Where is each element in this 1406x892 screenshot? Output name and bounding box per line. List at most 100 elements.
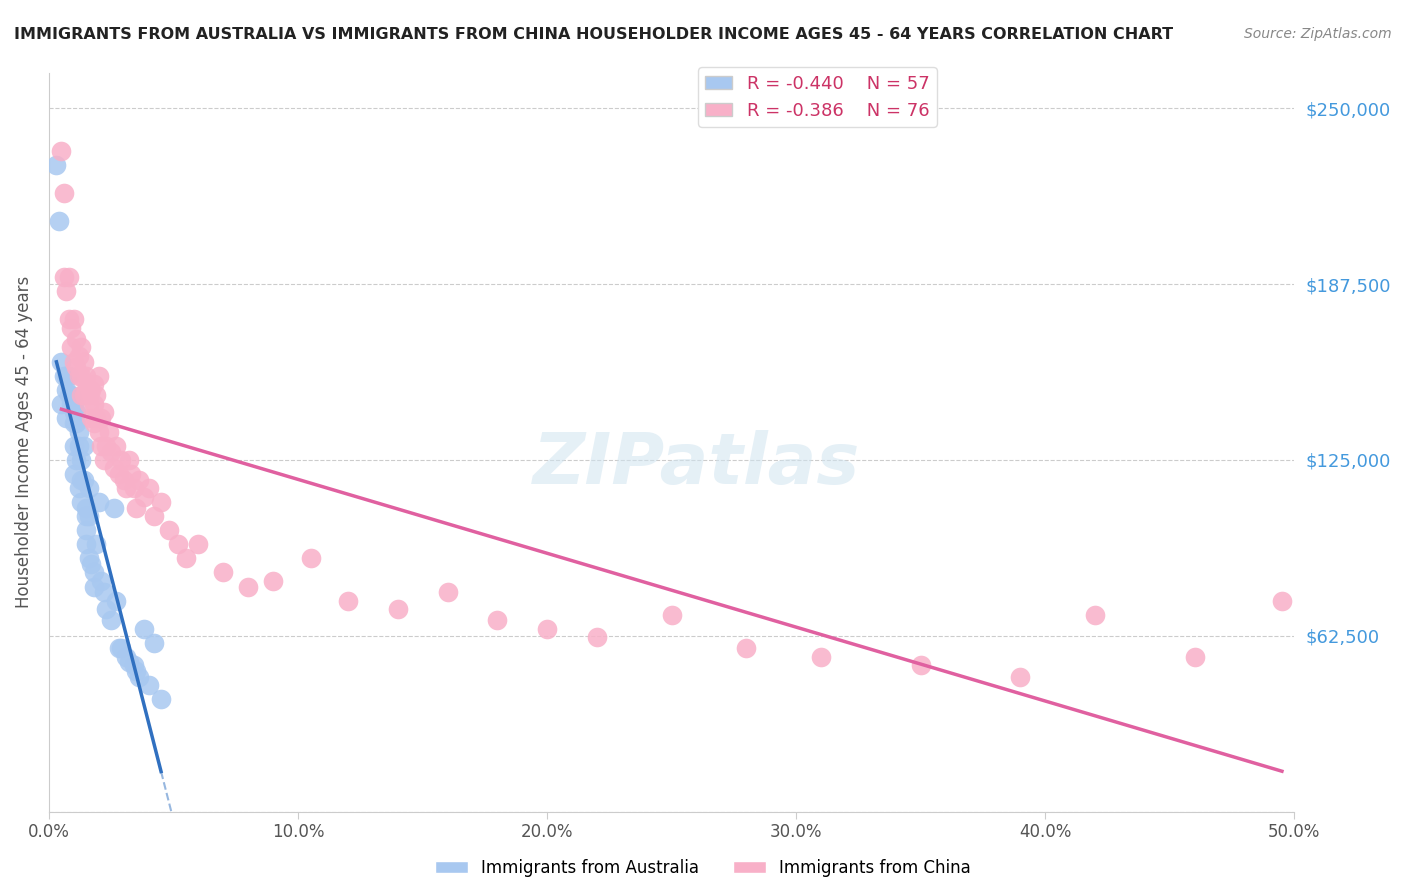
Point xyxy=(55,368,77,383)
Point xyxy=(80,410,103,425)
Point xyxy=(48,214,70,228)
Point xyxy=(125,500,148,515)
Point xyxy=(150,692,173,706)
Point xyxy=(84,537,107,551)
Point xyxy=(80,557,103,571)
Point xyxy=(63,439,86,453)
Point xyxy=(661,607,683,622)
Point xyxy=(115,649,138,664)
Point xyxy=(120,467,142,481)
Point xyxy=(128,669,150,683)
Point xyxy=(100,613,122,627)
Point xyxy=(67,481,90,495)
Point xyxy=(1084,607,1107,622)
Point xyxy=(83,377,105,392)
Point xyxy=(103,500,125,515)
Point xyxy=(90,410,112,425)
Point xyxy=(1184,649,1206,664)
Point xyxy=(55,284,77,298)
Point xyxy=(65,332,87,346)
Point xyxy=(60,320,83,334)
Point xyxy=(910,658,932,673)
Point xyxy=(486,613,509,627)
Point xyxy=(51,144,73,158)
Point xyxy=(122,658,145,673)
Point xyxy=(58,270,80,285)
Text: IMMIGRANTS FROM AUSTRALIA VS IMMIGRANTS FROM CHINA HOUSEHOLDER INCOME AGES 45 - : IMMIGRANTS FROM AUSTRALIA VS IMMIGRANTS … xyxy=(14,27,1173,42)
Point xyxy=(70,368,93,383)
Point xyxy=(60,341,83,355)
Point xyxy=(93,405,115,419)
Point xyxy=(138,481,160,495)
Point xyxy=(586,630,609,644)
Point xyxy=(58,312,80,326)
Point xyxy=(87,495,110,509)
Point xyxy=(77,551,100,566)
Text: ZIPatlas: ZIPatlas xyxy=(533,430,860,499)
Point xyxy=(51,354,73,368)
Point xyxy=(77,388,100,402)
Point xyxy=(735,641,758,656)
Point xyxy=(90,574,112,588)
Point xyxy=(63,397,86,411)
Point xyxy=(63,312,86,326)
Point xyxy=(536,622,558,636)
Point xyxy=(83,417,105,431)
Point xyxy=(58,388,80,402)
Point xyxy=(75,537,97,551)
Point xyxy=(63,417,86,431)
Point xyxy=(100,444,122,458)
Point xyxy=(52,270,75,285)
Point xyxy=(65,360,87,375)
Point xyxy=(436,585,458,599)
Point xyxy=(60,397,83,411)
Point xyxy=(45,158,67,172)
Point xyxy=(73,354,96,368)
Point xyxy=(299,551,322,566)
Point xyxy=(103,461,125,475)
Point xyxy=(60,388,83,402)
Point xyxy=(63,354,86,368)
Point xyxy=(67,368,90,383)
Point xyxy=(77,397,100,411)
Point xyxy=(167,537,190,551)
Point xyxy=(63,405,86,419)
Point xyxy=(118,453,141,467)
Point xyxy=(1271,593,1294,607)
Point xyxy=(73,388,96,402)
Point xyxy=(84,388,107,402)
Point xyxy=(75,500,97,515)
Point xyxy=(387,602,409,616)
Point xyxy=(52,368,75,383)
Point xyxy=(65,453,87,467)
Point xyxy=(142,636,165,650)
Point xyxy=(80,383,103,397)
Point xyxy=(105,593,128,607)
Point xyxy=(55,410,77,425)
Point xyxy=(128,473,150,487)
Point xyxy=(110,453,132,467)
Point xyxy=(75,509,97,524)
Point xyxy=(65,417,87,431)
Point xyxy=(118,656,141,670)
Point xyxy=(73,439,96,453)
Point xyxy=(238,580,260,594)
Point xyxy=(75,523,97,537)
Point xyxy=(83,566,105,580)
Point xyxy=(105,439,128,453)
Point xyxy=(96,602,118,616)
Point xyxy=(67,425,90,439)
Point xyxy=(70,341,93,355)
Point xyxy=(90,439,112,453)
Point xyxy=(96,439,118,453)
Point xyxy=(83,397,105,411)
Point xyxy=(132,490,155,504)
Point xyxy=(84,410,107,425)
Point xyxy=(75,368,97,383)
Point xyxy=(70,453,93,467)
Point xyxy=(58,368,80,383)
Point xyxy=(70,388,93,402)
Point xyxy=(67,439,90,453)
Point xyxy=(77,509,100,524)
Point xyxy=(97,425,120,439)
